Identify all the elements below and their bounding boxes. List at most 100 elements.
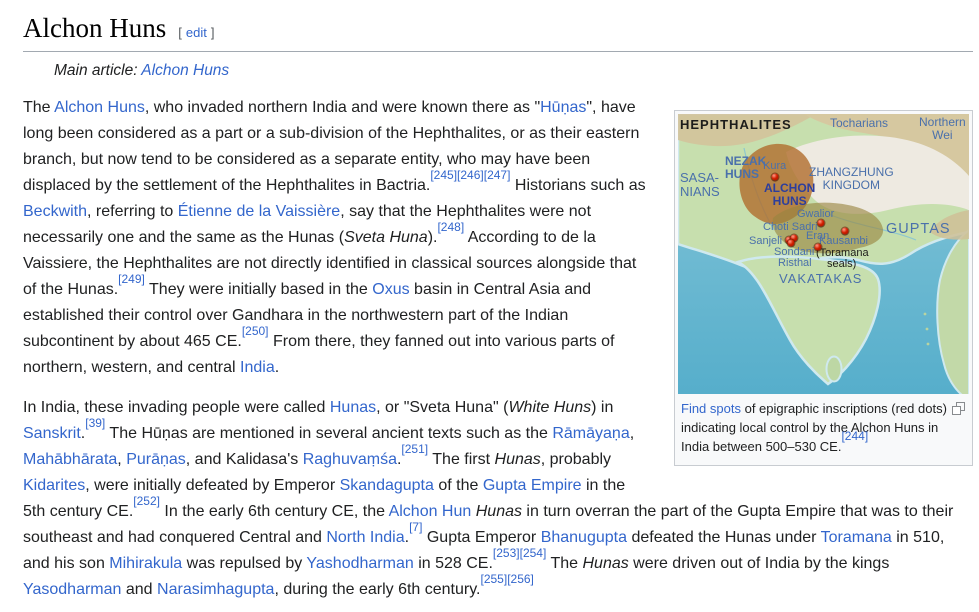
figure-caption: Find spots of epigraphic inscriptions (r… [678, 394, 969, 462]
reference-link-249[interactable]: [249] [118, 271, 145, 286]
wiki-link-sanskrit[interactable]: Sanskrit [23, 425, 81, 443]
wiki-link-pur-as[interactable]: Purāṇas [126, 451, 186, 469]
wiki-link-toramana[interactable]: Toramana [820, 529, 892, 547]
reference-link-255[interactable]: [255] [480, 571, 508, 586]
map-label-vakatakas: VAKATAKAS [779, 271, 863, 287]
reference-link-244[interactable]: [244] [841, 429, 869, 444]
magnify-icon[interactable] [952, 402, 965, 421]
reference-244: [244] [841, 429, 868, 443]
map-label-sasa-nians: SASA- NIANS [680, 170, 720, 200]
wiki-link-raghuva-a[interactable]: Raghuvaṃśa [302, 451, 397, 469]
reference-link-256[interactable]: [256] [507, 571, 534, 586]
wiki-link-oxus[interactable]: Oxus [372, 281, 410, 299]
wiki-link-kidarites[interactable]: Kidarites [23, 477, 86, 495]
reference-link-250[interactable]: [250] [241, 323, 269, 338]
reference-link-247[interactable]: [247] [483, 167, 511, 182]
india-topographic-map [678, 114, 969, 395]
wiki-link-bhanugupta[interactable]: Bhanugupta [540, 529, 627, 547]
find-spot-dot-gwalior [817, 219, 825, 227]
reference-251: [251] [401, 442, 428, 456]
hatnote-link[interactable]: Alchon Huns [141, 62, 230, 80]
italic-text: Sveta Huna [344, 229, 428, 247]
wiki-link-r-m-ya-a[interactable]: Rāmāyaṇa [552, 425, 630, 443]
map-label-kura: Kura [763, 160, 787, 173]
paragraph-1: The Alchon Huns, who invaded northern In… [23, 99, 646, 377]
island [925, 327, 929, 331]
reference-link-252[interactable]: [252] [133, 493, 160, 508]
find-spot-dot-sanjeli-b [790, 234, 798, 242]
reference-link-39[interactable]: [39] [85, 415, 106, 430]
reference-link-246[interactable]: [246] [457, 167, 484, 182]
reference-link-245[interactable]: [245] [430, 167, 458, 182]
find-spot-dot-sondani [787, 239, 795, 247]
western-hills [678, 114, 816, 147]
map-label-sanjeli: Sanjeli [749, 235, 783, 248]
page-title: Alchon Huns [23, 13, 167, 43]
island [926, 342, 930, 346]
map-label-guptas: GUPTAS [886, 221, 951, 238]
paragraph-2: In India, these invading people were cal… [23, 399, 954, 599]
map-label-eran: Eran [806, 230, 830, 243]
island [923, 312, 927, 316]
italic-text: White Huns [508, 399, 592, 417]
wiki-link-india[interactable]: India [240, 359, 275, 377]
section-heading-row: Alchon Huns [edit] [23, 13, 973, 53]
wiki-link-yasodharman[interactable]: Yasodharman [23, 581, 122, 599]
wiki-link-north-india[interactable]: North India [326, 529, 405, 547]
italic-text: Hunas [582, 555, 629, 573]
hatnote: Main article: Alchon Huns [54, 62, 973, 80]
wiki-link-hunas[interactable]: Hunas [329, 399, 377, 417]
reference-link-254[interactable]: [254] [519, 545, 547, 560]
reference-link-7[interactable]: [7] [409, 519, 423, 534]
alchon-northwest-territory [739, 143, 814, 225]
reference-link-248[interactable]: [248] [437, 219, 465, 234]
hatnote-prefix: Main article: [54, 62, 142, 80]
wiki-link-narasimhagupta[interactable]: Narasimhagupta [157, 581, 275, 599]
map-label-seals: seals) [827, 258, 857, 271]
reference-39: [39] [85, 416, 105, 430]
reference-253: [253] [493, 546, 520, 560]
wiki-link-skandagupta[interactable]: Skandagupta [339, 477, 434, 495]
wiki-link-alchon-huns[interactable]: Alchon Huns [54, 99, 145, 117]
eastern-foothills [930, 210, 969, 240]
tibet-plateau [804, 114, 969, 185]
wiki-link-h-as[interactable]: Hūṇas [540, 99, 587, 117]
italic-text: Hunas [494, 451, 541, 469]
map-label-kausambi: Kausambi [819, 235, 868, 248]
wiki-link-yashodharman[interactable]: Yashodharman [306, 555, 414, 573]
wiki-link-mah-bh-rata[interactable]: Mahābhārata [23, 451, 118, 469]
caption-text: Find spots of epigraphic inscriptions (r… [681, 401, 947, 454]
map-label-toramana: (Toramana [816, 247, 869, 260]
wiki-link-mihirakula[interactable]: Mihirakula [109, 555, 183, 573]
reference-256: [256] [507, 572, 534, 586]
reference-link-251[interactable]: [251] [401, 441, 429, 456]
wiki-link-alchon-hun[interactable]: Alchon Hun [388, 503, 472, 521]
reference-249: [249] [118, 272, 145, 286]
map-image[interactable]: HEPHTHALITES Tocharians Northern Wei NEZAK … [678, 114, 969, 395]
reference-245: [245] [430, 168, 457, 182]
find-spot-dot-kura [771, 173, 779, 181]
find-spot-dot-eran [814, 243, 822, 251]
edit-bracket-close: ] [210, 25, 215, 40]
reference-link-253[interactable]: [253] [492, 545, 520, 560]
wiki-link-find-spots[interactable]: Find spots [681, 401, 741, 417]
wiki-link-beckwith[interactable]: Beckwith [23, 203, 88, 221]
map-label-zhangzhung-kingdom: ZHANGZHUNG KINGDOM [809, 165, 894, 193]
alchon-central-territory [772, 202, 884, 254]
reference-255: [255] [480, 572, 507, 586]
himalaya-range [786, 135, 969, 214]
eastern-coast-strip [936, 228, 969, 395]
map-label-nezak-huns: NEZAK HUNS [725, 154, 767, 182]
wiki-link-gupta-empire[interactable]: Gupta Empire [482, 477, 582, 495]
reference-248: [248] [437, 220, 464, 234]
wiki-link-tienne-de-la-vaissi-re[interactable]: Étienne de la Vaissière [177, 203, 341, 221]
map-label-northern-wei: Northern Wei [919, 115, 966, 143]
indian-peninsula [734, 255, 881, 386]
map-label-sondani: Sondani [774, 246, 815, 259]
reference-252: [252] [133, 494, 160, 508]
article-content: HEPHTHALITES Tocharians Northern Wei NEZAK … [23, 95, 973, 603]
edit-link[interactable]: edit [185, 25, 207, 40]
reference-7: [7] [409, 520, 422, 534]
map-label-tocharians: Tocharians [830, 116, 889, 131]
